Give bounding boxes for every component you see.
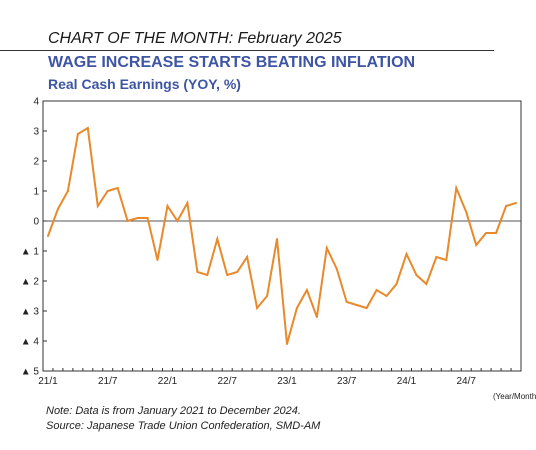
data-point [375, 289, 378, 291]
data-point [206, 274, 209, 276]
data-point [505, 205, 508, 207]
x-tick-label: 21/1 [38, 376, 58, 387]
data-point [176, 220, 179, 222]
data-point [76, 133, 79, 135]
x-tick-label: 22/7 [217, 376, 237, 387]
data-point [116, 187, 119, 189]
data-point [226, 274, 229, 276]
data-point [126, 220, 129, 222]
data-point [56, 208, 59, 210]
header-kicker: CHART OF THE MONTH: February 2025 [48, 30, 342, 47]
data-point [266, 295, 269, 297]
y-tick-label: 3 [33, 127, 39, 138]
y-tick-label: ▲ 4 [21, 337, 40, 348]
chart-title: WAGE INCREASE STARTS BEATING INFLATION [48, 54, 416, 71]
data-point [276, 238, 279, 240]
y-tick-label: ▲ 2 [21, 277, 40, 288]
data-point [455, 187, 458, 189]
data-point [305, 289, 308, 291]
x-tick-label: 21/7 [98, 376, 118, 387]
y-tick-label: 4 [33, 97, 39, 108]
data-point [166, 205, 169, 207]
x-tick-label: 23/7 [337, 376, 357, 387]
data-point [405, 253, 408, 255]
data-point [415, 274, 418, 276]
data-point [66, 190, 69, 192]
data-point [96, 205, 99, 207]
data-point [46, 235, 49, 237]
data-point [216, 238, 219, 240]
data-point [196, 271, 199, 273]
data-point [335, 268, 338, 270]
data-point [186, 202, 189, 204]
data-point [475, 244, 478, 246]
data-point [136, 217, 139, 219]
data-point [325, 247, 328, 249]
y-tick-label: 0 [33, 217, 39, 228]
data-point [146, 217, 149, 219]
x-tick-label: 22/1 [158, 376, 178, 387]
data-point [425, 283, 428, 285]
data-point [385, 295, 388, 297]
data-point [256, 307, 259, 309]
y-tick-label: ▲ 1 [21, 247, 40, 258]
data-point [435, 256, 438, 258]
data-point [445, 259, 448, 261]
data-point [485, 232, 488, 234]
y-tick-label: ▲ 3 [21, 307, 40, 318]
data-point [86, 127, 89, 129]
data-point [345, 301, 348, 303]
data-point [156, 259, 159, 261]
x-tick-label: 23/1 [277, 376, 297, 387]
header-divider [0, 50, 494, 51]
data-point [246, 256, 249, 258]
y-tick-label: ▲ 5 [21, 367, 40, 378]
data-point [236, 271, 239, 273]
data-point [315, 316, 318, 318]
y-tick-label: 2 [33, 157, 39, 168]
data-point [285, 343, 288, 345]
data-point [365, 307, 368, 309]
x-axis-label: (Year/Month) [493, 392, 536, 401]
data-point [295, 307, 298, 309]
y-tick-label: 1 [33, 187, 39, 198]
footnote-source: Source: Japanese Trade Union Confederati… [46, 420, 321, 432]
data-point [465, 211, 468, 213]
data-point [355, 304, 358, 306]
chart-subtitle: Real Cash Earnings (YOY, %) [48, 76, 241, 92]
data-point [106, 190, 109, 192]
footnote-data-range: Note: Data is from January 2021 to Decem… [46, 405, 301, 417]
data-point [395, 283, 398, 285]
data-point [515, 202, 518, 204]
x-tick-label: 24/1 [397, 376, 417, 387]
series-line [47, 126, 517, 345]
data-point [495, 232, 498, 234]
x-tick-label: 24/7 [456, 376, 476, 387]
